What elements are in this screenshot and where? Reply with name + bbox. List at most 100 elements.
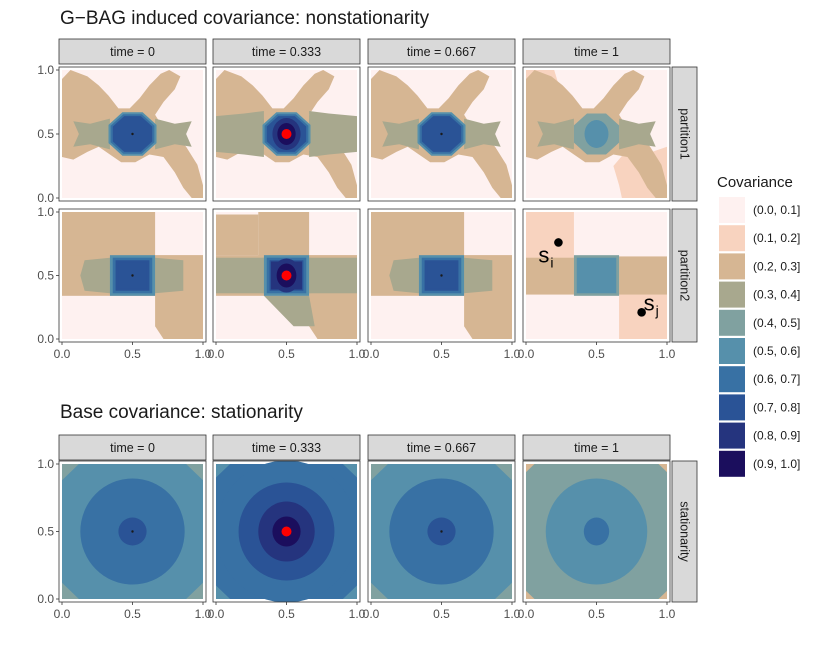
y-tick-label: 0.5 <box>37 269 54 283</box>
x-tick-label: 0.5 <box>588 347 605 361</box>
heatmap-panel <box>523 209 670 342</box>
band-4 <box>495 464 512 481</box>
band-3 <box>619 118 656 150</box>
reference-point-dot <box>440 530 443 533</box>
band-2 <box>658 590 667 599</box>
panel-border <box>367 66 516 202</box>
strip-label: time = 0.667 <box>407 45 476 59</box>
band-2 <box>62 212 156 258</box>
legend-swatch <box>719 366 745 393</box>
x-tick-label: 0.5 <box>124 607 141 621</box>
legend-label: (0.8, 0.9] <box>753 429 800 443</box>
x-tick-label: 0.0 <box>54 607 71 621</box>
y-tick-label: 1.0 <box>37 457 54 471</box>
legend: Covariance (0.0, 0.1] (0.1, 0.2] (0.2, 0.3]… <box>717 174 800 477</box>
band-3 <box>263 295 315 327</box>
strip-label: time = 0.333 <box>252 45 321 59</box>
legend-swatch <box>719 338 745 364</box>
heatmap-panel <box>59 209 206 342</box>
figure-title-2: Base covariance: stationarity <box>60 402 303 423</box>
heatmap-panel <box>523 67 670 201</box>
band-4 <box>62 464 79 481</box>
y-tick-label: 0.5 <box>37 127 54 141</box>
band-2 <box>658 464 667 473</box>
heatmap-panel <box>368 67 515 201</box>
band-3 <box>309 111 357 157</box>
band-3 <box>155 118 192 150</box>
strip-box <box>671 66 698 202</box>
annotation-point <box>554 238 563 247</box>
y-tick-label: 0.0 <box>37 332 54 346</box>
x-tick-label: 0.0 <box>363 347 380 361</box>
legend-label: (0.5, 0.6] <box>753 344 800 358</box>
annotation-s: s <box>644 290 655 315</box>
strip-label: time = 0.667 <box>407 441 476 455</box>
facet-strip-row: partition2 <box>671 208 698 343</box>
reference-point-red <box>281 526 292 537</box>
figure-title-1: G−BAG induced covariance: nonstationarit… <box>60 8 430 29</box>
annotation-s: s <box>538 242 549 267</box>
band-4 <box>495 582 512 599</box>
y-tick-label: 1.0 <box>37 205 54 219</box>
x-tick-label: 0.5 <box>278 607 295 621</box>
reference-point-dot <box>440 274 443 277</box>
y-tick-label: 0.0 <box>37 592 54 606</box>
x-tick-label: 1.0 <box>349 347 366 361</box>
x-tick-label: 1.0 <box>195 607 212 621</box>
x-tick-label: 1.0 <box>349 607 366 621</box>
band-5 <box>342 585 357 599</box>
band-5 <box>584 261 609 290</box>
legend-label: (0.1, 0.2] <box>753 231 800 245</box>
x-tick-label: 0.0 <box>208 347 225 361</box>
strip-box <box>58 38 207 65</box>
facet-strip-col: time = 0.667 <box>367 38 516 65</box>
band-4 <box>62 582 79 599</box>
legend-label: (0.0, 0.1] <box>753 203 800 217</box>
x-tick-label: 1.0 <box>659 607 676 621</box>
band-5 <box>216 585 231 599</box>
strip-label: partition2 <box>678 250 692 301</box>
reference-point-dot <box>131 274 134 277</box>
strip-box <box>522 434 671 461</box>
x-tick-label: 1.0 <box>195 347 212 361</box>
y-tick-label: 0.0 <box>37 191 54 205</box>
band-2 <box>619 256 667 295</box>
strip-box <box>212 38 361 65</box>
facet-strip-col: time = 0 <box>58 38 207 65</box>
strip-box <box>671 460 698 603</box>
x-tick-label: 0.5 <box>278 347 295 361</box>
band-5 <box>342 464 357 478</box>
strip-label: time = 0 <box>110 441 155 455</box>
facet-strip-row: partition1 <box>671 66 698 202</box>
strip-box <box>367 434 516 461</box>
legend-label: (0.9, 1.0] <box>753 457 800 471</box>
band-3 <box>382 118 419 150</box>
strip-label: time = 1 <box>574 45 619 59</box>
facet-strip-col: time = 0.333 <box>212 434 361 461</box>
x-tick-label: 0.0 <box>208 607 225 621</box>
strip-label: time = 0 <box>110 45 155 59</box>
band-2 <box>216 214 259 256</box>
band-2 <box>371 212 465 258</box>
legend-swatch <box>719 197 745 223</box>
band-2 <box>526 464 535 473</box>
legend-swatch <box>719 450 745 477</box>
strip-box <box>671 208 698 343</box>
facet-strip-col: time = 1 <box>522 38 671 65</box>
x-tick-label: 0.0 <box>518 347 535 361</box>
band-4 <box>186 464 203 481</box>
legend-swatch <box>719 225 745 252</box>
legend-swatch <box>719 422 745 449</box>
x-tick-label: 0.0 <box>54 347 71 361</box>
facet-strip-col: time = 0.333 <box>212 38 361 65</box>
band-3 <box>464 118 501 150</box>
x-tick-label: 1.0 <box>504 347 521 361</box>
y-tick-label: 0.5 <box>37 525 54 539</box>
annotation-subscript: i <box>550 254 553 270</box>
band-3 <box>73 118 110 150</box>
legend-swatch <box>719 253 745 280</box>
legend-swatch <box>719 309 745 336</box>
band-4 <box>371 582 388 599</box>
legend-title: Covariance <box>717 174 793 191</box>
strip-box <box>58 434 207 461</box>
